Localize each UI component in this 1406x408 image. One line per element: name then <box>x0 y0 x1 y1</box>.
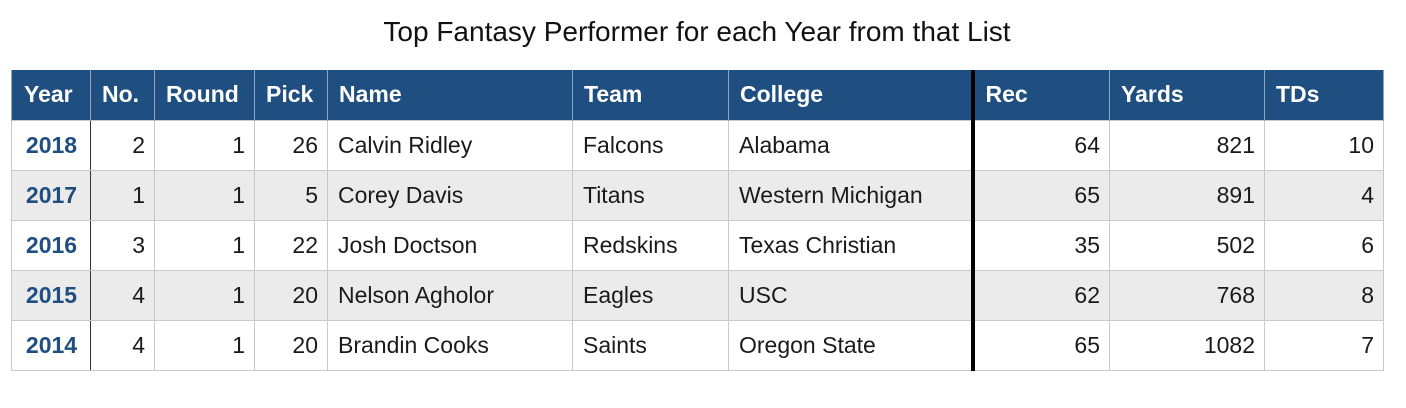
cell-round: 1 <box>154 119 255 171</box>
cell-rec: 35 <box>970 219 1110 271</box>
cell-name: Calvin Ridley <box>327 119 573 171</box>
cell-rec: 64 <box>970 119 1110 171</box>
table-row: 2018 2 1 26 Calvin Ridley Falcons Alabam… <box>11 119 1384 171</box>
cell-pick: 20 <box>254 269 328 321</box>
cell-college: Oregon State <box>728 319 973 371</box>
cell-team: Eagles <box>572 269 729 321</box>
cell-rec: 62 <box>970 269 1110 321</box>
cell-year: 2017 <box>11 169 91 221</box>
table-header-row: Year No. Round Pick Name Team College Re… <box>11 70 1384 120</box>
cell-tds: 8 <box>1264 269 1384 321</box>
cell-rec: 65 <box>970 319 1110 371</box>
cell-team: Saints <box>572 319 729 371</box>
cell-college: Western Michigan <box>728 169 973 221</box>
cell-rec: 65 <box>970 169 1110 221</box>
cell-no: 3 <box>90 219 155 271</box>
cell-yards: 502 <box>1109 219 1265 271</box>
cell-name: Nelson Agholor <box>327 269 573 321</box>
cell-pick: 22 <box>254 219 328 271</box>
cell-college: Texas Christian <box>728 219 973 271</box>
cell-yards: 1082 <box>1109 319 1265 371</box>
cell-round: 1 <box>154 319 255 371</box>
cell-name: Corey Davis <box>327 169 573 221</box>
column-header-team[interactable]: Team <box>572 70 729 120</box>
cell-year: 2015 <box>11 269 91 321</box>
cell-no: 1 <box>90 169 155 221</box>
column-header-pick[interactable]: Pick <box>254 70 328 120</box>
cell-yards: 891 <box>1109 169 1265 221</box>
column-header-round[interactable]: Round <box>154 70 255 120</box>
cell-tds: 4 <box>1264 169 1384 221</box>
cell-year: 2016 <box>11 219 91 271</box>
cell-tds: 6 <box>1264 219 1384 271</box>
page-title: Top Fantasy Performer for each Year from… <box>383 16 1011 47</box>
cell-yards: 821 <box>1109 119 1265 171</box>
column-header-name[interactable]: Name <box>327 70 573 120</box>
cell-no: 2 <box>90 119 155 171</box>
cell-year: 2018 <box>11 119 91 171</box>
cell-year: 2014 <box>11 319 91 371</box>
cell-no: 4 <box>90 269 155 321</box>
table-row: 2017 1 1 5 Corey Davis Titans Western Mi… <box>11 169 1384 221</box>
cell-round: 1 <box>154 219 255 271</box>
table-row: 2015 4 1 20 Nelson Agholor Eagles USC 62… <box>11 269 1384 321</box>
cell-college: USC <box>728 269 973 321</box>
cell-yards: 768 <box>1109 269 1265 321</box>
cell-pick: 26 <box>254 119 328 171</box>
cell-round: 1 <box>154 169 255 221</box>
cell-team: Redskins <box>572 219 729 271</box>
cell-tds: 7 <box>1264 319 1384 371</box>
table-row: 2016 3 1 22 Josh Doctson Redskins Texas … <box>11 219 1384 271</box>
cell-team: Titans <box>572 169 729 221</box>
cell-team: Falcons <box>572 119 729 171</box>
column-header-year[interactable]: Year <box>11 70 91 120</box>
fantasy-performers-table: Year No. Round Pick Name Team College Re… <box>11 70 1384 371</box>
column-header-college[interactable]: College <box>728 70 973 120</box>
column-header-yards[interactable]: Yards <box>1109 70 1265 120</box>
column-header-no[interactable]: No. <box>90 70 155 120</box>
table-row: 2014 4 1 20 Brandin Cooks Saints Oregon … <box>11 319 1384 371</box>
cell-pick: 20 <box>254 319 328 371</box>
cell-college: Alabama <box>728 119 973 171</box>
cell-pick: 5 <box>254 169 328 221</box>
column-header-tds[interactable]: TDs <box>1264 70 1384 120</box>
cell-name: Brandin Cooks <box>327 319 573 371</box>
cell-tds: 10 <box>1264 119 1384 171</box>
cell-name: Josh Doctson <box>327 219 573 271</box>
column-header-rec[interactable]: Rec <box>970 70 1110 120</box>
cell-round: 1 <box>154 269 255 321</box>
cell-no: 4 <box>90 319 155 371</box>
